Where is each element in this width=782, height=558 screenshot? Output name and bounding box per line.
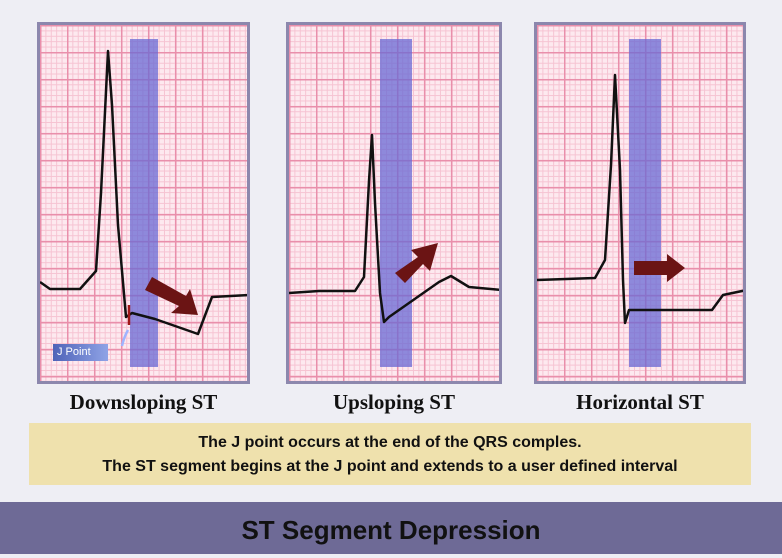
j-point-pointer-arrow [120, 329, 130, 347]
label-upsloping: Upsloping ST [333, 390, 455, 414]
note-line-1: The J point occurs at the end of the QRS… [198, 434, 582, 451]
note-line-2: The ST segment begins at the J point and… [102, 458, 678, 475]
ecg-panel-upsloping [286, 22, 502, 384]
st-interval-band [629, 39, 661, 367]
ecg-trace-downsloping [40, 49, 247, 347]
ecg-trace-horizontal [537, 73, 743, 325]
j-point-label: J Point [53, 344, 108, 361]
upslope-arrow-icon [395, 243, 438, 283]
downslope-arrow-icon [145, 277, 198, 315]
explanation-note: The J point occurs at the end of the QRS… [29, 423, 751, 485]
st-interval-band [130, 39, 158, 367]
label-downsloping: Downsloping ST [69, 390, 218, 414]
label-horizontal: Horizontal ST [576, 390, 704, 414]
horizontal-arrow-icon [634, 254, 685, 282]
ecg-panel-horizontal [534, 22, 746, 384]
ecg-panel-downsloping [37, 22, 250, 384]
footer-title: ST Segment Depression [0, 502, 782, 554]
ecg-trace-upsloping [289, 133, 499, 324]
